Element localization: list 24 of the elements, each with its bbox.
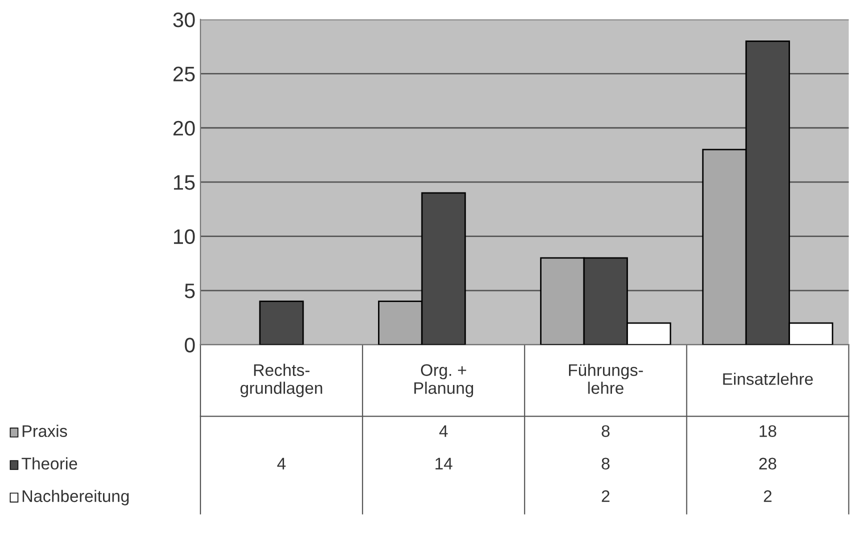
data-label: 18 — [760, 425, 776, 438]
x-tick-label: Einsatzlehre — [723, 372, 813, 385]
y-tick-label: 0 — [184, 338, 195, 352]
x-tick-label: Org. + Planung — [414, 364, 474, 398]
data-label: 2 — [602, 490, 610, 502]
y-tick-label: 25 — [173, 66, 195, 82]
data-label: 8 — [602, 425, 610, 438]
data-label: 28 — [759, 458, 776, 470]
x-tick-label: Rechts- grundlagen — [240, 364, 322, 398]
bar — [259, 300, 304, 345]
y-tick-label: 10 — [174, 229, 195, 244]
data-label: 4 — [439, 425, 448, 437]
y-tick-label: 15 — [174, 175, 195, 190]
y-tick-label: 20 — [173, 120, 195, 136]
data-label: 14 — [436, 458, 452, 470]
x-tick-label: Führungs- lehre — [569, 364, 643, 394]
legend-label: Theorie — [22, 457, 78, 470]
data-label: 8 — [602, 458, 610, 470]
legend-label: Praxis — [22, 424, 68, 438]
data-label: 2 — [764, 490, 772, 502]
y-tick-label: 5 — [184, 284, 195, 298]
data-label: 4 — [277, 458, 286, 470]
legend-label: Nachbereitung — [22, 490, 129, 506]
y-tick-label: 30 — [173, 12, 195, 28]
